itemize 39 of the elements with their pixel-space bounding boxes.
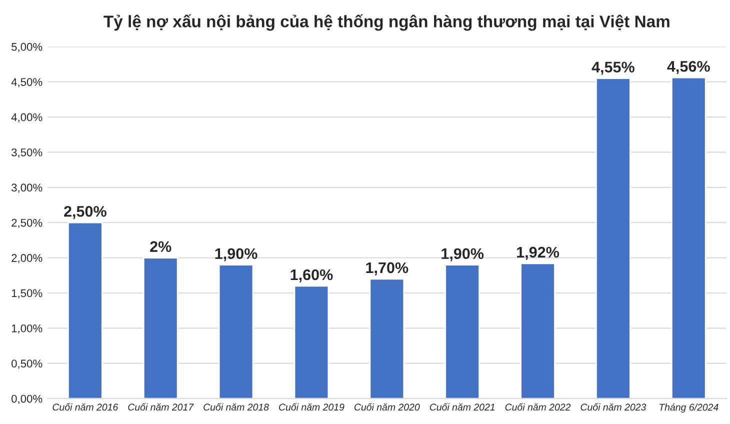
x-tick-label: Cuối năm 2016 [52, 402, 118, 411]
y-tick-label: 0,50% [12, 360, 42, 369]
x-tick-label: Cuối năm 2019 [279, 402, 344, 411]
x-tick-label: Tháng 6/2024 [660, 403, 718, 413]
bar [596, 78, 631, 399]
data-label: 2% [150, 241, 172, 252]
bar [294, 285, 330, 399]
data-label: 1,70% [366, 262, 408, 276]
x-tick-label: Cuối năm 2017 [128, 402, 194, 411]
x-tick-label: Cuối năm 2022 [505, 402, 571, 411]
y-tick-label: 2,00% [12, 254, 42, 264]
x-tick-label: Cuối năm 2020 [354, 402, 420, 411]
data-label: 1,60% [290, 269, 333, 282]
bar [142, 257, 178, 399]
y-tick-label: 2,50% [12, 218, 42, 228]
data-label: 1,92% [517, 246, 560, 260]
bar [369, 278, 405, 399]
bar [444, 264, 480, 399]
y-tick-label: 1,50% [12, 289, 42, 298]
bar [218, 264, 254, 399]
bar [520, 262, 556, 399]
y-tick-label: 4,00% [11, 113, 42, 122]
y-tick-label: 1,00% [12, 324, 42, 334]
x-tick-label: Cuối năm 2018 [204, 402, 269, 411]
y-tick-label: 4,50% [11, 78, 42, 88]
y-tick-label: 0,00% [12, 394, 42, 404]
x-tick-label: Cuối năm 2021 [430, 402, 494, 411]
bar [68, 222, 103, 399]
x-tick-label: Cuối năm 2023 [580, 402, 646, 411]
data-label: 1,90% [215, 248, 258, 262]
y-tick-label: 5,00% [12, 42, 42, 52]
bar [670, 76, 706, 399]
data-label: 4,56% [667, 60, 710, 74]
y-tick-label: 3,50% [12, 148, 42, 158]
chart-title: Tỷ lệ nợ xấu nội bảng của hệ thống ngân hàng thương mại tại Việt Nam [104, 14, 670, 31]
data-label: 1,90% [442, 248, 484, 262]
data-label: 2,50% [64, 206, 106, 220]
data-label: 4,55% [592, 62, 634, 75]
y-tick-label: 3,00% [12, 184, 42, 193]
